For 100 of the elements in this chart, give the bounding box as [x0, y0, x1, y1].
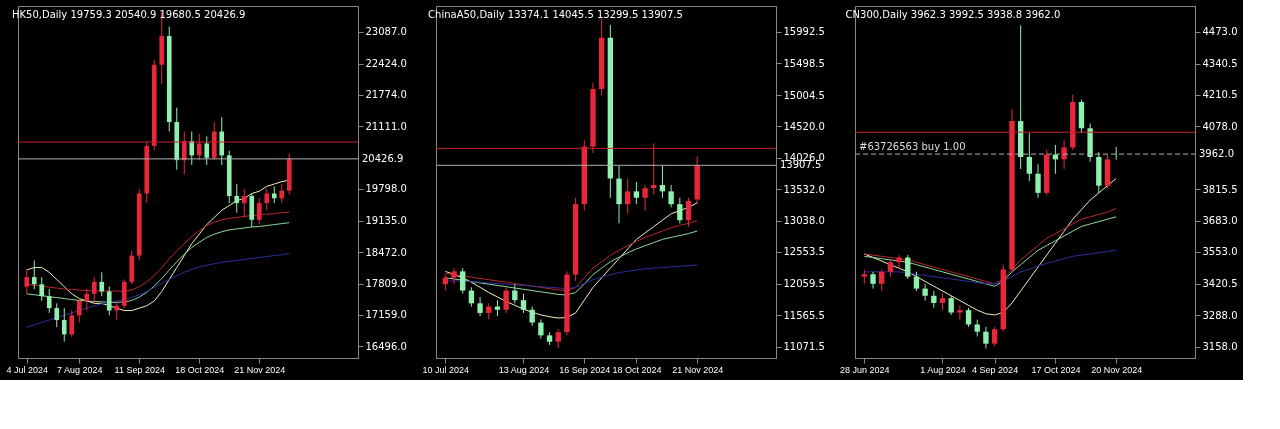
candlestick: [31, 259, 37, 290]
x-tick-label: 18 Oct 2024: [175, 364, 225, 375]
y-tick-label: 14520.0: [783, 120, 825, 132]
candlestick: [477, 296, 483, 317]
candlestick: [279, 183, 285, 204]
y-tick-label: 3158.0: [1202, 341, 1238, 353]
candlestick: [24, 269, 30, 295]
y-tick-label: 3288.0: [1202, 309, 1238, 321]
chart-title: ChinaA50,Daily 13374.1 14045.5 13299.5 13907.5: [428, 9, 683, 20]
candlestick: [983, 326, 989, 349]
line-series: [26, 252, 290, 328]
candlestick: [121, 278, 127, 309]
candlestick: [1035, 163, 1041, 199]
candlestick: [520, 293, 527, 314]
x-tick-label: 17 Oct 2024: [1031, 364, 1081, 375]
candlestick: [76, 298, 82, 323]
candlestick: [91, 276, 97, 304]
y-tick-label: 15498.5: [783, 57, 825, 69]
y-tick-label: 23087.0: [365, 26, 407, 38]
candlestick: [957, 304, 963, 321]
candlestick: [99, 271, 105, 297]
y-tick-label: 21774.0: [365, 89, 407, 101]
candlestick: [451, 267, 457, 285]
y-tick-label: 4473.0: [1202, 26, 1238, 38]
x-tick-label: 13 Aug 2024: [498, 364, 550, 375]
y-tick-label: 17809.0: [365, 278, 407, 290]
x-tick-label: 16 Sep 2024: [559, 364, 611, 375]
y-tick-label: 17159.0: [365, 309, 407, 321]
candlestick: [114, 300, 120, 321]
candlestick: [633, 181, 640, 205]
line-series: [863, 178, 1117, 316]
y-tick-label: 3815.5: [1202, 183, 1238, 195]
ref-line-label: 20426.9: [362, 152, 404, 164]
candlestick: [512, 283, 518, 304]
candlestick: [249, 193, 255, 228]
y-tick-label: 18472.0: [365, 246, 407, 258]
x-tick-label: 1 Aug 2024: [920, 364, 966, 375]
candlestick: [46, 288, 52, 314]
candlestick: [668, 184, 674, 208]
y-tick-label: 13038.0: [783, 215, 825, 227]
y-tick-label: 3683.0: [1202, 215, 1238, 227]
x-tick-label: 21 Nov 2024: [672, 364, 724, 375]
y-tick-label: 16496.0: [365, 341, 407, 352]
candlestick: [1061, 139, 1067, 170]
candlestick: [61, 307, 67, 343]
y-tick-label: 3553.0: [1202, 246, 1238, 258]
x-tick-label: 18 Oct 2024: [612, 364, 662, 375]
y-tick-label: 3420.5: [1202, 278, 1238, 290]
y-tick-label: 12059.5: [783, 278, 825, 290]
candlestick: [189, 131, 195, 166]
x-tick-label: 4 Sep 2024: [972, 364, 1019, 375]
candlestick: [529, 306, 535, 327]
candlestick: [39, 276, 45, 302]
y-tick-label: 11071.5: [783, 341, 825, 353]
chart-title: HK50,Daily 19759.3 20540.9 19680.5 20426.9: [11, 9, 246, 20]
candlestick: [948, 295, 954, 316]
y-tick-label: 4078.0: [1202, 120, 1238, 132]
y-tick-label: 22424.0: [365, 58, 407, 70]
y-tick-label: 21111.0: [365, 120, 407, 132]
ref-line-label: 3962.0: [1199, 148, 1234, 160]
y-tick-label: 19798.0: [365, 183, 407, 195]
x-tick-label: 7 Aug 2024: [56, 364, 103, 375]
candlestick: [241, 188, 247, 218]
candlestick: [965, 307, 972, 328]
candlestick: [625, 178, 631, 215]
x-tick-label: 21 Nov 2024: [234, 364, 286, 375]
candlestick: [538, 318, 544, 340]
candlestick: [54, 302, 60, 328]
candlestick: [264, 188, 270, 211]
candlestick: [677, 197, 683, 224]
candlestick: [555, 328, 561, 349]
candlestick: [896, 254, 902, 270]
candlestick: [204, 135, 210, 166]
candlestick: [991, 326, 998, 347]
x-tick-label: 10 Jul 2024: [422, 364, 470, 375]
y-tick-label: 13532.0: [783, 183, 825, 195]
chart-title: CN300,Daily 3962.3 3992.5 3938.8 3962.0: [845, 9, 1061, 20]
line-series: [444, 220, 698, 292]
candlestick: [234, 183, 240, 214]
candlestick: [84, 288, 90, 312]
candlestick: [922, 283, 928, 302]
y-tick-label: 15004.5: [783, 89, 825, 101]
y-tick-label: 4340.5: [1202, 58, 1238, 70]
candlestick: [106, 286, 112, 316]
x-tick-label: 11 Sep 2024: [114, 364, 165, 375]
candlestick: [196, 133, 202, 161]
annotation: #63726563 buy 1.00: [859, 141, 966, 153]
candlestick: [879, 268, 885, 292]
candlestick: [913, 271, 920, 292]
candlestick: [256, 197, 262, 226]
candlestick: [642, 184, 648, 212]
candlestick: [460, 267, 466, 295]
candlestick: [219, 116, 225, 166]
candlestick: [685, 197, 692, 228]
x-tick-label: 28 Jun 2024: [840, 364, 890, 375]
candlestick: [503, 286, 509, 314]
y-tick-label: 11565.5: [783, 309, 825, 321]
y-tick-label: 19135.0: [365, 215, 407, 227]
candlestick: [69, 310, 75, 338]
candlestick: [1026, 132, 1033, 182]
